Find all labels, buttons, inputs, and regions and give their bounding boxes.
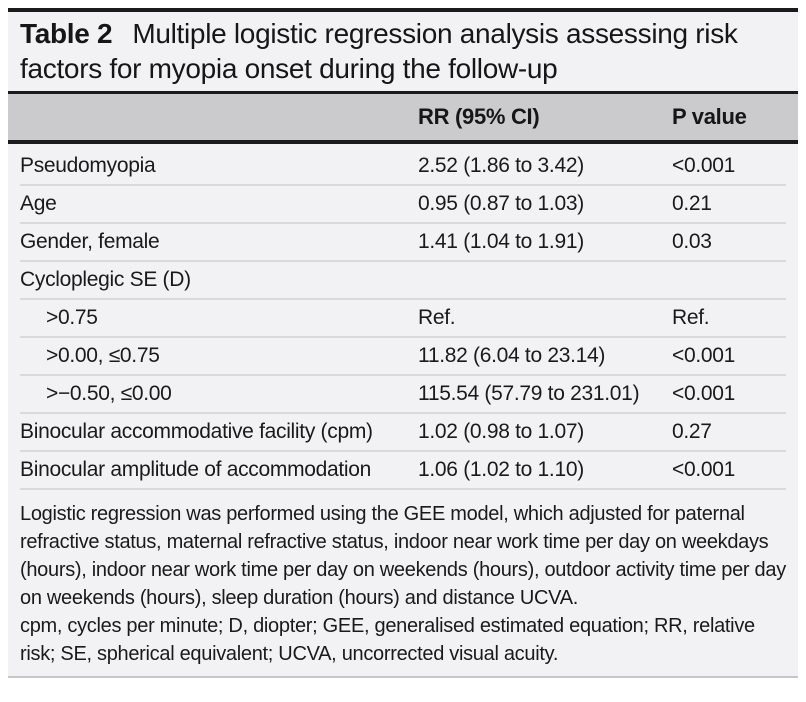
table-row-group-header: Cycloplegic SE (D) (20, 262, 786, 300)
header-divider-rule (8, 140, 798, 144)
top-rule (8, 8, 798, 12)
p-value: <0.001 (672, 154, 736, 177)
table-2-card: Table 2 Multiple logistic regression anal… (8, 8, 798, 678)
p-value: <0.001 (672, 458, 736, 481)
footnote-methods: Logistic regression was performed using … (20, 503, 786, 609)
rr-value: 11.82 (6.04 to 23.14) (418, 344, 606, 367)
row-label: Cycloplegic SE (D) (20, 268, 191, 291)
rr-value: 115.54 (57.79 to 231.01) (418, 382, 640, 405)
p-value: 0.27 (672, 420, 712, 443)
table-row: Binocular amplitude of accommodation 1.0… (20, 452, 786, 490)
table-row: Age 0.95 (0.87 to 1.03) 0.21 (20, 186, 786, 224)
rr-value: 0.95 (0.87 to 1.03) (418, 192, 584, 215)
p-value: <0.001 (672, 382, 736, 405)
table-body: Pseudomyopia 2.52 (1.86 to 3.42) <0.001 … (8, 144, 798, 490)
rr-value: 1.41 (1.04 to 1.91) (418, 230, 584, 253)
rr-value: 1.06 (1.02 to 1.10) (418, 458, 584, 481)
column-header-riskfactor (20, 105, 418, 129)
row-label: Binocular amplitude of accommodation (20, 458, 372, 481)
row-label: Pseudomyopia (20, 154, 156, 177)
table-row: Pseudomyopia 2.52 (1.86 to 3.42) <0.001 (20, 144, 786, 186)
row-label: >0.75 (46, 306, 98, 329)
row-label: Age (20, 192, 57, 215)
rr-value: 1.02 (0.98 to 1.07) (418, 420, 584, 443)
caption-divider-rule (8, 91, 798, 94)
table-row: >0.00, ≤0.75 11.82 (6.04 to 23.14) <0.00… (20, 338, 786, 376)
p-value: 0.03 (672, 230, 712, 253)
table-number-label: Table 2 (20, 18, 113, 49)
rr-value: 2.52 (1.86 to 3.42) (418, 154, 584, 177)
p-value (672, 268, 786, 292)
row-label: Binocular accommodative facility (cpm) (20, 420, 373, 443)
table-header-row: RR (95% CI) P value (8, 94, 798, 140)
rr-value: Ref. (418, 306, 456, 329)
table-row: Gender, female 1.41 (1.04 to 1.91) 0.03 (20, 224, 786, 262)
table-caption: Table 2 Multiple logistic regression anal… (8, 12, 798, 91)
table-row: >0.75 Ref. Ref. (20, 300, 786, 338)
row-label: Gender, female (20, 230, 160, 253)
row-label: >−0.50, ≤0.00 (46, 382, 172, 405)
column-header-rr: RR (95% CI) (418, 104, 540, 129)
table-row: Binocular accommodative facility (cpm) 1… (20, 414, 786, 452)
p-value: Ref. (672, 306, 710, 329)
p-value: 0.21 (672, 192, 712, 215)
p-value: <0.001 (672, 344, 736, 367)
footnote-abbreviations: cpm, cycles per minute; D, diopter; GEE,… (20, 615, 755, 665)
table-caption-text: Multiple logistic regression analysis as… (20, 18, 738, 84)
table-footnotes: Logistic regression was performed using … (8, 490, 798, 676)
rr-value (418, 268, 672, 292)
row-label: >0.00, ≤0.75 (46, 344, 160, 367)
column-header-pvalue: P value (672, 104, 747, 129)
table-row: >−0.50, ≤0.00 115.54 (57.79 to 231.01) <… (20, 376, 786, 414)
